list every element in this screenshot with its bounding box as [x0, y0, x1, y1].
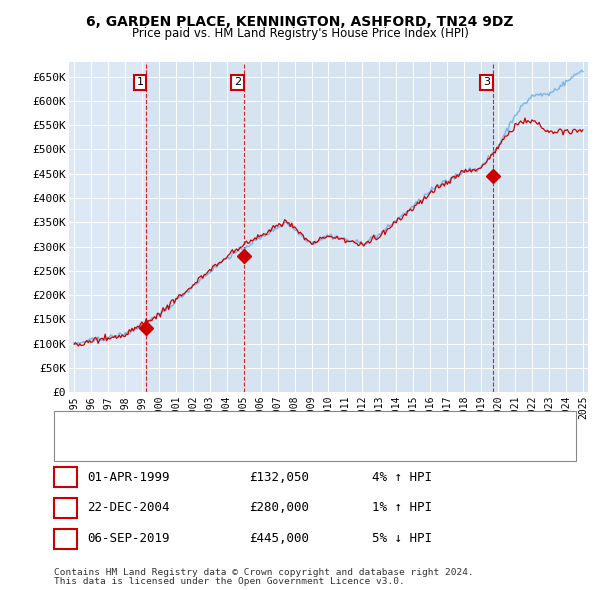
Text: Contains HM Land Registry data © Crown copyright and database right 2024.: Contains HM Land Registry data © Crown c… — [54, 568, 474, 577]
Text: 3: 3 — [62, 532, 69, 545]
Text: 3: 3 — [483, 77, 490, 87]
Text: 4% ↑ HPI: 4% ↑ HPI — [372, 471, 432, 484]
Text: 1: 1 — [62, 471, 69, 484]
Text: £445,000: £445,000 — [249, 532, 309, 545]
Text: 5% ↓ HPI: 5% ↓ HPI — [372, 532, 432, 545]
Text: 2: 2 — [62, 502, 69, 514]
Text: £280,000: £280,000 — [249, 502, 309, 514]
Bar — [244, 62, 493, 392]
Text: 6, GARDEN PLACE, KENNINGTON, ASHFORD, TN24 9DZ (detached house): 6, GARDEN PLACE, KENNINGTON, ASHFORD, TN… — [95, 419, 488, 430]
Text: 1% ↑ HPI: 1% ↑ HPI — [372, 502, 432, 514]
Text: £132,050: £132,050 — [249, 471, 309, 484]
Text: HPI: Average price, detached house, Ashford: HPI: Average price, detached house, Ashf… — [95, 443, 364, 453]
Text: 1: 1 — [137, 77, 143, 87]
Text: 2: 2 — [234, 77, 241, 87]
Text: 6, GARDEN PLACE, KENNINGTON, ASHFORD, TN24 9DZ: 6, GARDEN PLACE, KENNINGTON, ASHFORD, TN… — [86, 15, 514, 29]
Text: 22-DEC-2004: 22-DEC-2004 — [87, 502, 170, 514]
Text: This data is licensed under the Open Government Licence v3.0.: This data is licensed under the Open Gov… — [54, 578, 405, 586]
Bar — [146, 62, 244, 392]
Text: Price paid vs. HM Land Registry's House Price Index (HPI): Price paid vs. HM Land Registry's House … — [131, 27, 469, 40]
Text: 06-SEP-2019: 06-SEP-2019 — [87, 532, 170, 545]
Bar — [493, 62, 588, 392]
Text: 01-APR-1999: 01-APR-1999 — [87, 471, 170, 484]
